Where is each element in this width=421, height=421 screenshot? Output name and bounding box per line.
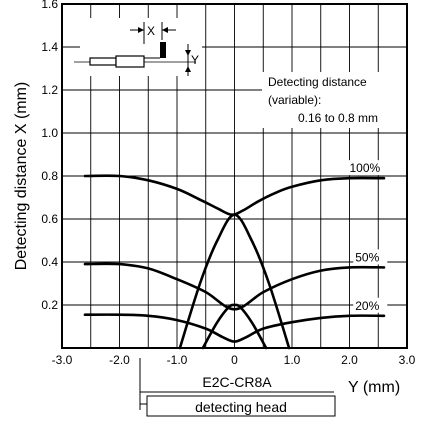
series-line-0: [83, 174, 386, 217]
x-tick-label: 2.0: [341, 353, 358, 367]
grid: [62, 4, 407, 348]
series-label-1: 50%: [355, 250, 379, 264]
inset-head: [115, 55, 145, 68]
tick-labels: -3.0 -2.0 -1.0 0 1.0 2.0 3.0 0.2 0.4 0.6 0.8 1.0 1.2…: [41, 0, 415, 367]
x-tick-label: 3.0: [399, 353, 416, 367]
annotation-background: [262, 72, 406, 128]
series-line-2: [83, 262, 386, 311]
series-label-bg: [347, 160, 382, 176]
inset-x-arrowhead-left: [138, 27, 144, 33]
head-name-label: detecting head: [195, 399, 287, 415]
y-tick-label: 1.6: [41, 0, 58, 11]
curves: 100% 50% 20%: [83, 160, 388, 350]
y-tick-label: 0.6: [41, 212, 58, 226]
inset-x-arrowhead-right: [162, 27, 168, 33]
y-tick-label: 1.0: [41, 126, 58, 140]
x-tick-label: -1.0: [167, 353, 188, 367]
annotation-line2: (variable):: [268, 93, 321, 107]
inset-x-label: X: [147, 24, 155, 38]
plot-frame: [61, 3, 408, 349]
series-label-bg: [353, 297, 388, 313]
inset-y-arrowhead-bottom: [185, 66, 191, 72]
x-axis-title: Y (mm): [348, 379, 400, 396]
x-tick-label: -3.0: [52, 353, 73, 367]
y-tick-label: 1.2: [41, 83, 58, 97]
series-label-0: 100%: [350, 161, 381, 175]
y-tick-label: 0.2: [41, 298, 58, 312]
series-line-1: [178, 213, 291, 350]
y-axis-title: Detecting distance X (mm): [13, 82, 30, 271]
x-tick-label: 0: [231, 353, 238, 367]
inset-y-label: Y: [191, 53, 199, 67]
head-model-label: E2C-CR8A: [202, 374, 272, 390]
y-tick-label: 0.4: [41, 255, 58, 269]
y-tick-label: 0.8: [41, 169, 58, 183]
inset-y-arrowhead-top: [185, 50, 191, 56]
annotation-line3: 0.16 to 0.8 mm: [298, 111, 378, 125]
series-line-3: [201, 303, 268, 350]
series-label-2: 20%: [355, 299, 379, 313]
inset-target: [160, 42, 166, 58]
y-tick-label: 1.4: [41, 40, 58, 54]
series-line-4: [83, 313, 386, 343]
head-label: E2C-CR8A detecting head: [139, 358, 336, 417]
x-tick-label: -2.0: [109, 353, 130, 367]
inset-diagram: X Y: [74, 18, 202, 76]
annotation-line1: Detecting distance: [268, 75, 367, 89]
x-tick-label: 1.0: [284, 353, 301, 367]
series-label-bg: [353, 249, 388, 265]
inset-cable: [89, 57, 117, 66]
